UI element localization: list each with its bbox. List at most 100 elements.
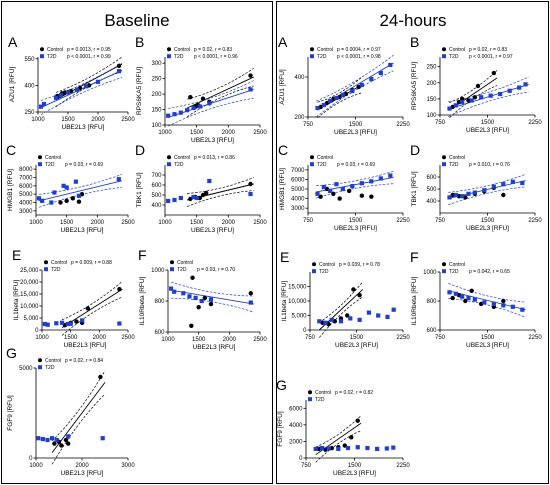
point-t2d (54, 437, 59, 443)
regression-line-t2d (38, 180, 122, 202)
y-tick-label: 400 (151, 203, 162, 209)
legend-marker-t2d (442, 269, 446, 274)
point-t2d (172, 112, 177, 117)
legend-stats: p = 0.03, r = 0.70 (197, 267, 235, 273)
point-t2d (323, 320, 328, 325)
y-tick-label: 500 (426, 187, 437, 193)
panel-letter: G (276, 377, 287, 393)
x-tick-label: 1000 (29, 463, 43, 469)
y-tick-label: 300 (151, 61, 162, 67)
legend-label: T2D (45, 365, 55, 371)
y-tick-label: 4000 (291, 197, 305, 203)
point-t2d (68, 321, 73, 326)
point-t2d (199, 298, 204, 304)
x-tick-label: 1500 (349, 122, 363, 128)
point-control (74, 319, 79, 324)
panel-h-C: C 750 1500 2250 3000 4000 5000 6000 7000 UBE2L3 [… (278, 142, 410, 232)
ci-band-upper (319, 281, 363, 323)
y-tick-label: 0 (299, 456, 303, 462)
x-tick-label: 2000 (93, 335, 107, 341)
ci-band-upper (39, 174, 122, 195)
point-t2d (366, 310, 371, 315)
y-tick-label: 7000 (291, 168, 305, 174)
x-axis-title: UBE2L3 [RFU] (466, 342, 509, 349)
legend-label: Control (449, 262, 465, 268)
panel-h-D: D 750 1500 2250 400 500 600 UBE2L3 [RFU] TBK1 [R… (410, 142, 542, 232)
point-control (346, 188, 352, 194)
point-t2d (453, 192, 458, 198)
legend-marker-t2d (310, 162, 314, 167)
point-t2d (376, 313, 381, 318)
point-t2d (208, 297, 214, 302)
y-tick-label: 100 (426, 113, 437, 119)
point-control (248, 181, 253, 187)
point-t2d (58, 93, 63, 98)
point-control (323, 447, 328, 452)
point-control (189, 323, 194, 328)
point-t2d (317, 319, 322, 324)
x-tick-label: 2250 (528, 218, 542, 224)
y-tick-label: 600 (151, 183, 162, 189)
y-tick-label: 0 (35, 328, 39, 334)
x-axis-title: UBE2L3 [RFU] (191, 137, 234, 144)
point-t2d (510, 179, 515, 184)
panel-b-F: F 1000 1500 2000 2500 600 800 1000 UBE2L3 [RFU] I… (138, 247, 267, 351)
point-control (248, 73, 253, 78)
point-t2d (42, 321, 47, 327)
legend-label: Control (51, 260, 67, 266)
point-t2d (520, 307, 525, 312)
y-tick-label: 0 (303, 328, 307, 334)
legend-stats: p < 0.0001, r = 0.97 (469, 54, 513, 60)
x-tick-label: 750 (303, 218, 314, 224)
y-tick-label: 4000 (19, 201, 33, 207)
panel-b-D: D 1000 1500 2000 2500 400 500 600 700 UBE2L3 [RFU… (135, 142, 267, 234)
legend-label: T2D (449, 269, 459, 275)
point-t2d (41, 101, 47, 107)
point-t2d (181, 291, 186, 296)
y-tick-label: 200 (151, 92, 162, 98)
y-tick-label: 6000 (19, 184, 33, 190)
point-control (200, 192, 206, 198)
point-control (355, 418, 360, 423)
point-control (359, 193, 365, 198)
x-tick-label: 1500 (61, 117, 75, 123)
panel-letter: A (278, 34, 288, 50)
point-control (337, 196, 342, 201)
x-tick-label: 1500 (192, 337, 206, 343)
point-control (98, 374, 103, 380)
axes (439, 272, 535, 331)
legend-marker-control (38, 155, 42, 160)
point-t2d (350, 88, 355, 94)
y-tick-label: 250 (151, 77, 162, 83)
legend-label: T2D (51, 267, 61, 273)
point-t2d (447, 290, 452, 295)
point-t2d (369, 76, 374, 82)
panel-letter: F (138, 247, 147, 263)
point-control (117, 287, 122, 292)
y-tick-label: 8000 (19, 167, 33, 173)
panel-letter: A (8, 34, 18, 50)
y-tick-label: 100 (151, 123, 162, 129)
ci-band-upper (170, 281, 254, 297)
panel-letter: G (6, 345, 17, 361)
y-tick-label: 7000 (19, 176, 33, 182)
axes (167, 270, 260, 333)
point-t2d (523, 82, 528, 87)
ci-band-upper (448, 76, 529, 103)
x-tick-label: 1500 (350, 335, 364, 341)
x-tick-label: 2500 (253, 220, 267, 226)
ci-band-upper (61, 281, 123, 321)
legend-label: Control (174, 47, 190, 53)
point-control (196, 305, 201, 310)
point-t2d (510, 304, 515, 309)
legend-stats: p = 0.03, r = 0.69 (65, 162, 103, 168)
x-tick-label: 750 (305, 335, 316, 341)
x-tick-label: 1500 (190, 220, 204, 226)
point-t2d (178, 110, 183, 115)
point-t2d (61, 183, 66, 188)
ci-band-lower (61, 296, 123, 336)
point-t2d (80, 318, 85, 323)
panel-letter: D (135, 142, 145, 158)
point-t2d (65, 321, 70, 327)
legend-stats: p < 0.0001, r = 0.99 (67, 54, 111, 60)
